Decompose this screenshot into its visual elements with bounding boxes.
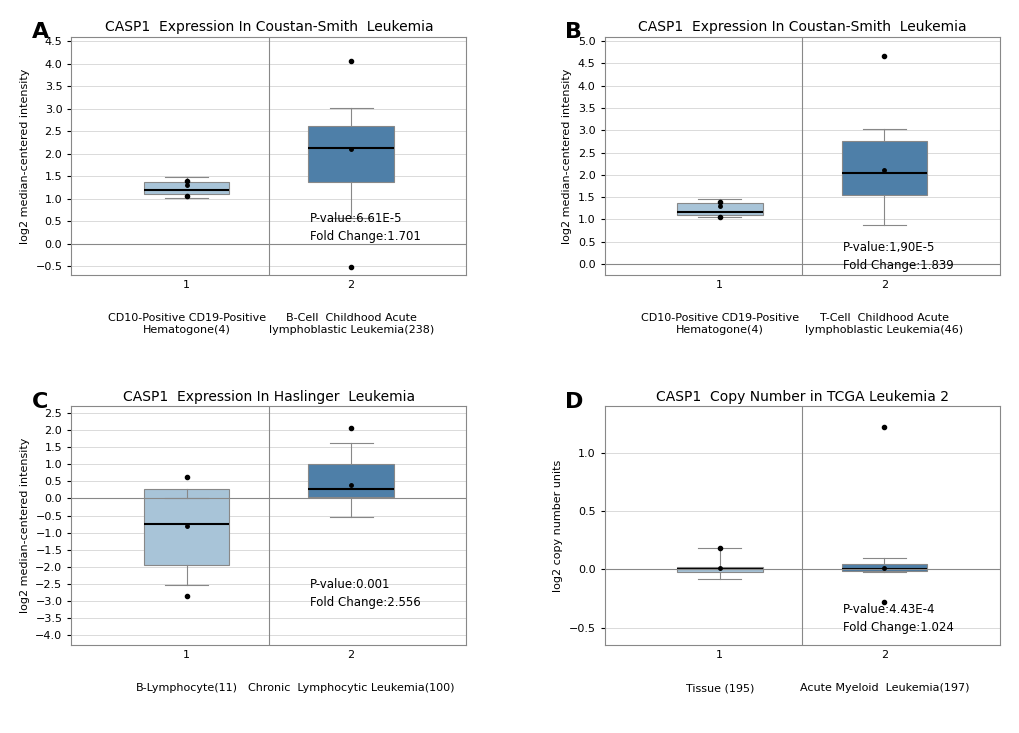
Title: CASP1  Expression In Coustan-Smith  Leukemia: CASP1 Expression In Coustan-Smith Leukem… <box>105 20 433 34</box>
PathPatch shape <box>677 202 762 215</box>
Text: P-value:1,90E-5
Fold Change:1.839: P-value:1,90E-5 Fold Change:1.839 <box>843 240 953 271</box>
Text: CD10-Positive CD19-Positive
Hematogone(4): CD10-Positive CD19-Positive Hematogone(4… <box>107 314 265 335</box>
Text: C: C <box>32 392 48 412</box>
Text: CD10-Positive CD19-Positive
Hematogone(4): CD10-Positive CD19-Positive Hematogone(4… <box>640 314 798 335</box>
PathPatch shape <box>841 564 926 570</box>
Text: B: B <box>565 22 582 43</box>
Y-axis label: log2 median-centered intensity: log2 median-centered intensity <box>19 68 30 243</box>
Text: B-Lymphocyte(11): B-Lymphocyte(11) <box>136 683 237 693</box>
Text: Acute Myeloid  Leukemia(197): Acute Myeloid Leukemia(197) <box>799 683 968 693</box>
Text: T-Cell  Childhood Acute
lymphoblastic Leukemia(46): T-Cell Childhood Acute lymphoblastic Leu… <box>805 314 963 335</box>
Text: D: D <box>565 392 583 412</box>
Y-axis label: log2 median-centered intensity: log2 median-centered intensity <box>19 438 30 614</box>
Text: P-value:4.43E-4
Fold Change:1.024: P-value:4.43E-4 Fold Change:1.024 <box>843 603 953 634</box>
Text: B-Cell  Childhood Acute
lymphoblastic Leukemia(238): B-Cell Childhood Acute lymphoblastic Leu… <box>268 314 433 335</box>
Text: A: A <box>32 22 49 43</box>
PathPatch shape <box>841 141 926 195</box>
Title: CASP1  Expression In Haslinger  Leukemia: CASP1 Expression In Haslinger Leukemia <box>122 390 415 404</box>
PathPatch shape <box>677 567 762 572</box>
Y-axis label: log2 copy number units: log2 copy number units <box>552 460 562 592</box>
Title: CASP1  Expression In Coustan-Smith  Leukemia: CASP1 Expression In Coustan-Smith Leukem… <box>637 20 965 34</box>
Text: Chronic  Lymphocytic Leukemia(100): Chronic Lymphocytic Leukemia(100) <box>248 683 454 693</box>
PathPatch shape <box>308 464 393 498</box>
Y-axis label: log2 median-centered intensity: log2 median-centered intensity <box>561 68 572 243</box>
Text: P-value:6.61E-5
Fold Change:1.701: P-value:6.61E-5 Fold Change:1.701 <box>310 213 421 243</box>
Text: Tissue (195): Tissue (195) <box>685 683 753 693</box>
PathPatch shape <box>308 126 393 182</box>
PathPatch shape <box>144 489 229 565</box>
PathPatch shape <box>144 182 229 194</box>
Title: CASP1  Copy Number in TCGA Leukemia 2: CASP1 Copy Number in TCGA Leukemia 2 <box>655 390 948 404</box>
Text: P-value:0.001
Fold Change:2.556: P-value:0.001 Fold Change:2.556 <box>310 578 421 609</box>
